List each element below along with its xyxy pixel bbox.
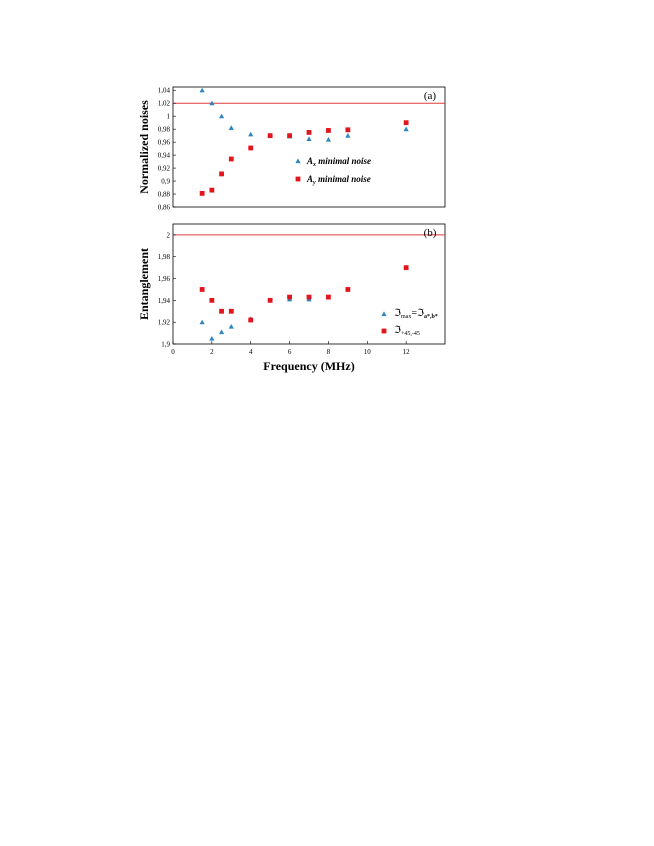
data-point-square <box>306 130 312 135</box>
legend-a-square-icon <box>295 176 301 182</box>
legend-b-entry-1: ℑ+45,-45 <box>394 325 420 337</box>
legend-b-triangle-icon <box>381 311 387 317</box>
y-tick-label: 1,94 <box>158 297 171 305</box>
legend-b-entry-0: ℑmax=ℑa*,b* <box>394 308 438 320</box>
data-point-square <box>267 297 273 303</box>
data-point-square <box>209 297 215 303</box>
y-tick-label: 0,98 <box>158 126 171 134</box>
data-point-triangle <box>209 100 215 106</box>
x-tick-label: 4 <box>249 348 253 356</box>
data-point-triangle <box>209 335 215 341</box>
y-tick-label: 1,96 <box>158 275 171 283</box>
data-point-triangle <box>345 133 351 138</box>
data-point-square <box>326 128 331 133</box>
data-point-square <box>219 171 224 177</box>
y-tick-label: 0,9 <box>161 178 170 186</box>
data-point-triangle <box>199 319 205 325</box>
x-tick-label: 2 <box>210 348 214 356</box>
data-point-square <box>219 308 224 314</box>
data-point-square <box>287 294 292 300</box>
y-tick-label: 0,88 <box>158 191 171 199</box>
panel-a-legend: Ax minimal noise Ay minimal noise <box>295 156 371 186</box>
panel-b-label: (b) <box>424 227 437 239</box>
panel-a-frame <box>172 86 446 208</box>
panel-b: (b) Entanglement 1,9 1,92 1,94 1,96 1,98 2 0 2… <box>137 223 446 373</box>
data-point-square <box>403 120 409 126</box>
data-point-square <box>248 317 254 323</box>
y-tick-label: 2 <box>167 231 171 239</box>
panel-a: (a) Normalized noises 0,86 0,88 0,9 0,92 0,9… <box>137 86 446 212</box>
y-tick-label: 0,86 <box>158 204 171 212</box>
data-point-triangle <box>325 136 332 142</box>
legend-a-entry-1: Ay minimal noise <box>306 174 371 186</box>
x-tick-label: 10 <box>364 348 372 356</box>
data-point-square <box>228 156 234 162</box>
data-point-triangle <box>306 136 312 141</box>
legend-a-entry-0: Ax minimal noise <box>306 156 371 168</box>
panel-b-legend: ℑmax=ℑa*,b* ℑ+45,-45 <box>381 308 438 337</box>
x-axis-title: Frequency (MHz) <box>263 359 354 373</box>
panel-a-ylabel: Normalized noises <box>137 100 151 194</box>
data-point-square <box>199 287 205 292</box>
panel-b-ylabel: Entanglement <box>137 248 151 320</box>
data-point-square <box>267 133 273 139</box>
y-tick-label: 1,02 <box>158 100 171 108</box>
y-tick-label: 1,98 <box>158 253 171 261</box>
panel-b-frame <box>172 223 446 345</box>
y-tick-label: 1 <box>167 113 171 121</box>
data-point-square <box>326 294 331 300</box>
data-point-triangle <box>218 329 225 335</box>
data-point-triangle <box>228 125 234 130</box>
data-point-square <box>209 187 215 193</box>
data-point-square <box>228 308 234 314</box>
x-tick-label: 0 <box>171 348 175 356</box>
data-point-square <box>199 190 205 196</box>
x-tick-label: 6 <box>288 348 292 356</box>
data-point-square <box>287 133 292 139</box>
data-point-square <box>345 287 351 292</box>
y-tick-label: 0,94 <box>158 152 171 160</box>
legend-a-triangle-icon <box>295 158 301 164</box>
y-tick-label: 0,92 <box>158 165 171 173</box>
data-point-triangle <box>199 87 205 93</box>
data-point-triangle <box>403 126 409 132</box>
data-point-square <box>248 145 254 151</box>
data-point-triangle <box>218 113 225 119</box>
data-point-triangle <box>248 131 254 137</box>
panel-a-label: (a) <box>424 90 437 102</box>
legend-b-square-icon <box>381 328 387 334</box>
x-tick-label: 12 <box>403 348 411 356</box>
data-point-square <box>403 265 409 271</box>
y-tick-label: 0,96 <box>158 139 171 147</box>
y-tick-label: 1,92 <box>158 319 171 327</box>
data-point-triangle <box>228 323 234 329</box>
x-tick-label: 8 <box>327 348 331 356</box>
data-point-square <box>345 127 351 133</box>
y-tick-label: 1,9 <box>161 341 170 349</box>
y-tick-label: 1,04 <box>158 87 171 95</box>
data-point-square <box>306 294 312 300</box>
